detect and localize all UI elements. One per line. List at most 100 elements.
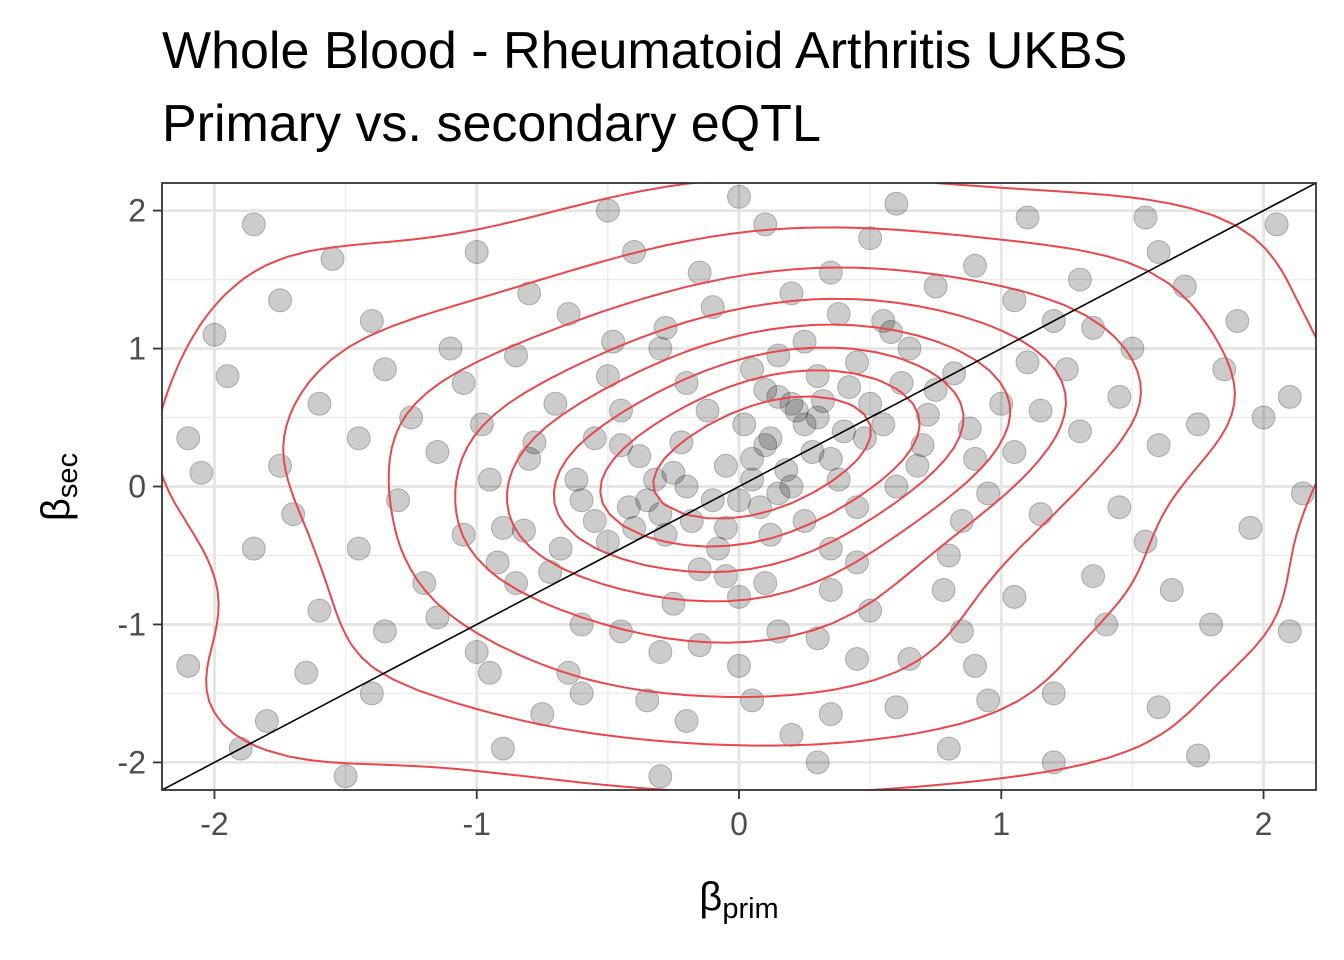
data-point bbox=[464, 640, 489, 665]
data-point bbox=[215, 364, 240, 389]
data-point bbox=[800, 440, 825, 465]
data-point bbox=[753, 212, 778, 237]
data-point bbox=[1264, 212, 1289, 237]
y-tick-label: 1 bbox=[128, 331, 146, 367]
data-point bbox=[963, 653, 988, 678]
x-axis-ticks: -2 -1 0 1 2 bbox=[200, 790, 1272, 842]
data-point bbox=[845, 646, 870, 671]
data-point bbox=[627, 444, 652, 469]
data-point bbox=[1212, 357, 1237, 382]
data-point bbox=[713, 515, 738, 540]
data-point bbox=[766, 343, 791, 368]
data-point bbox=[687, 260, 712, 285]
data-point bbox=[438, 336, 463, 361]
data-point bbox=[837, 375, 862, 400]
data-point bbox=[826, 467, 851, 492]
x-tick-label: 2 bbox=[1255, 806, 1273, 842]
data-point bbox=[464, 239, 489, 264]
data-point bbox=[858, 226, 883, 251]
data-point bbox=[976, 481, 1001, 506]
density-contour bbox=[162, 183, 1316, 790]
data-point bbox=[695, 398, 720, 423]
data-point bbox=[963, 253, 988, 278]
data-point bbox=[936, 543, 961, 568]
data-point bbox=[569, 681, 594, 706]
y-tick-label: -2 bbox=[118, 744, 146, 780]
y-axis-ticks: -2 -1 0 1 2 bbox=[118, 193, 162, 780]
data-point bbox=[477, 660, 502, 685]
x-axis-title: βprim bbox=[699, 875, 778, 925]
data-point bbox=[758, 522, 783, 547]
data-point bbox=[1225, 308, 1250, 333]
data-point bbox=[779, 474, 804, 499]
data-point bbox=[1277, 384, 1302, 409]
y-tick-label: 0 bbox=[128, 469, 146, 505]
data-point bbox=[582, 426, 607, 451]
data-point bbox=[732, 412, 757, 437]
data-point bbox=[884, 474, 909, 499]
data-point bbox=[635, 688, 660, 713]
y-axis-title: βsec bbox=[34, 453, 84, 521]
data-point bbox=[372, 619, 397, 644]
data-point bbox=[451, 522, 476, 547]
data-point bbox=[202, 322, 227, 347]
data-point bbox=[346, 536, 371, 561]
data-point bbox=[758, 426, 783, 451]
chart-subtitle: Primary vs. secondary eQTL bbox=[162, 95, 821, 153]
data-point bbox=[425, 605, 450, 630]
data-point bbox=[386, 488, 411, 513]
density-contour bbox=[552, 346, 965, 574]
data-point bbox=[176, 653, 201, 678]
data-point bbox=[556, 302, 581, 327]
x-tick-label: 1 bbox=[992, 806, 1010, 842]
data-point bbox=[884, 695, 909, 720]
data-point bbox=[1067, 267, 1092, 292]
data-point bbox=[845, 495, 870, 520]
data-point bbox=[320, 246, 345, 271]
data-point bbox=[522, 430, 547, 455]
data-point bbox=[818, 702, 843, 727]
data-point bbox=[905, 453, 930, 478]
data-point bbox=[412, 571, 437, 596]
data-point bbox=[727, 488, 751, 513]
data-point bbox=[897, 336, 922, 361]
data-point bbox=[399, 405, 424, 430]
data-point bbox=[608, 433, 633, 458]
data-point bbox=[661, 460, 686, 485]
data-point bbox=[346, 426, 371, 451]
data-point bbox=[1028, 502, 1053, 527]
data-point bbox=[648, 502, 673, 527]
identity-line bbox=[162, 183, 1316, 790]
data-point bbox=[805, 364, 830, 389]
data-point bbox=[1002, 584, 1027, 609]
data-point bbox=[661, 591, 686, 616]
data-point bbox=[818, 536, 843, 561]
data-point bbox=[241, 212, 266, 237]
data-point bbox=[648, 336, 673, 361]
data-point bbox=[359, 308, 384, 333]
data-point bbox=[805, 626, 830, 651]
data-point bbox=[753, 433, 778, 458]
data-point bbox=[779, 281, 804, 306]
data-point bbox=[1133, 205, 1158, 230]
data-point bbox=[1146, 433, 1171, 458]
data-point bbox=[189, 460, 214, 485]
data-point bbox=[792, 412, 817, 437]
data-point bbox=[582, 508, 607, 533]
data-point bbox=[451, 371, 476, 396]
density-contour bbox=[282, 226, 1236, 747]
data-point bbox=[569, 488, 594, 513]
data-point bbox=[1238, 515, 1263, 540]
data-point bbox=[307, 391, 332, 416]
data-point bbox=[845, 350, 870, 375]
data-point bbox=[713, 564, 738, 589]
x-axis-title-base: β bbox=[699, 875, 722, 919]
data-point bbox=[1185, 743, 1210, 768]
data-point bbox=[727, 184, 751, 209]
data-point bbox=[1094, 612, 1119, 637]
data-point bbox=[818, 446, 843, 471]
data-point bbox=[747, 495, 772, 520]
data-point bbox=[1015, 205, 1040, 230]
data-point bbox=[1015, 350, 1040, 375]
